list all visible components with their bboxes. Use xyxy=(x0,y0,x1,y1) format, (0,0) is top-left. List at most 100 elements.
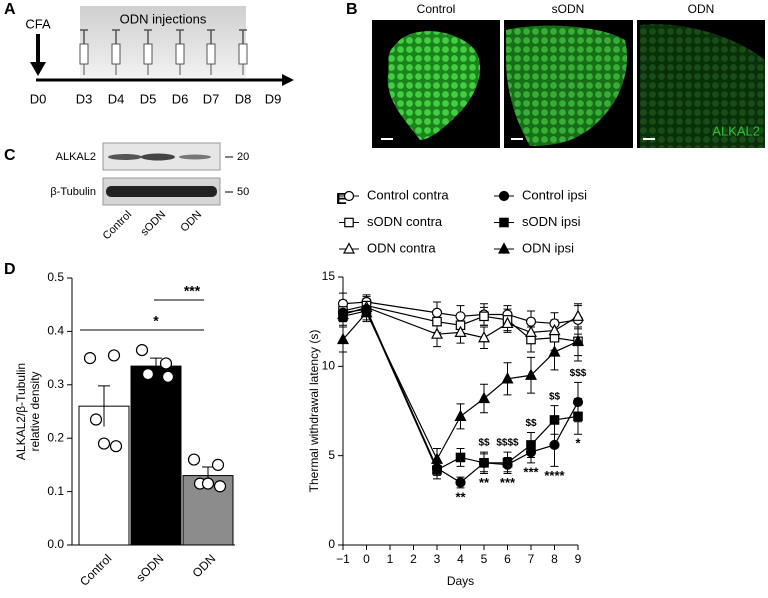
day-label: D4 xyxy=(108,91,125,106)
x-tick-label: sODN xyxy=(133,551,166,584)
panel-label: A xyxy=(4,1,16,18)
bar-chart: 0.0 0.1 0.2 0.3 0.4 0.5 ALKAL2/β-Tubulin relati… xyxy=(14,270,235,589)
data-point xyxy=(501,316,514,329)
band-label: β-Tubulin xyxy=(50,186,96,198)
x-tick-label: 8 xyxy=(551,552,558,566)
band xyxy=(106,186,217,197)
data-point xyxy=(337,332,349,345)
legend-label: sODN ipsi xyxy=(522,214,581,229)
day-label: D3 xyxy=(76,91,93,106)
x-tick-label: Control xyxy=(77,551,114,588)
data-point xyxy=(432,465,442,475)
data-point xyxy=(338,311,348,322)
band xyxy=(179,154,211,160)
tissue xyxy=(387,31,481,140)
annotation: $$$ xyxy=(570,368,587,379)
data-point xyxy=(525,368,537,380)
x-axis-label: Days xyxy=(447,574,474,588)
data-point xyxy=(454,325,467,337)
legend-label: Control contra xyxy=(367,187,449,202)
legend-marker xyxy=(498,190,510,202)
annotation: ** xyxy=(479,475,490,490)
data-point xyxy=(478,330,490,343)
day-label: D6 xyxy=(172,91,189,106)
y-tick-label: 0.0 xyxy=(47,537,64,551)
data-point xyxy=(431,452,443,464)
syringe-barrel xyxy=(143,43,153,65)
stain-label: ALKAL2 xyxy=(712,123,760,138)
y-axis-label: relative density xyxy=(28,371,42,451)
syringe-barrel xyxy=(111,43,121,65)
day-label: D8 xyxy=(235,91,252,106)
data-point xyxy=(161,370,175,383)
lane-label: Control xyxy=(101,209,135,243)
x-tick-label: 6 xyxy=(504,552,511,566)
annotation: * xyxy=(575,436,581,451)
data-point xyxy=(501,372,514,384)
x-tick-label: 0 xyxy=(363,552,370,566)
data-point xyxy=(549,439,560,451)
error-bar xyxy=(150,357,162,375)
cfa-label: CFA xyxy=(25,16,51,31)
data-point xyxy=(548,345,561,357)
data-point xyxy=(135,343,149,357)
data-point xyxy=(549,415,560,425)
data-point xyxy=(548,323,561,336)
data-point xyxy=(526,440,536,450)
day-label: D7 xyxy=(203,91,220,106)
legend-marker xyxy=(344,217,354,228)
day-labels: D0 D3 D4 D5 D6 D7 D8 D9 xyxy=(30,29,281,106)
y-tick-label: 0.1 xyxy=(47,484,64,498)
data-point xyxy=(572,396,584,408)
timeline: ODN injections CFA D0 D3 D4 D5 D6 D7 D8 D9 xyxy=(25,6,294,106)
data-point xyxy=(455,311,466,322)
legend-label: Control ipsi xyxy=(522,187,587,202)
data-point xyxy=(479,458,489,468)
data-point xyxy=(455,452,466,463)
x-tick-label: 9 xyxy=(575,552,582,566)
y-tick-label: 5 xyxy=(328,448,335,462)
significance-label: * xyxy=(153,313,159,329)
syringe-barrel xyxy=(79,43,89,65)
data-point xyxy=(201,477,215,490)
error-bar xyxy=(98,385,110,427)
data-point xyxy=(502,458,513,468)
data-point xyxy=(479,311,489,322)
annotation: **** xyxy=(544,468,565,483)
band xyxy=(108,154,142,160)
data-point xyxy=(455,477,466,488)
x-tick-label: −1 xyxy=(336,552,350,566)
y-tick-label: 15 xyxy=(322,269,336,283)
x-tick-label: 4 xyxy=(457,552,464,566)
panel-label: E xyxy=(336,191,347,208)
image-title: sODN xyxy=(552,2,585,16)
y-axis-label: Thermal withdrawal latency (s) xyxy=(307,330,321,493)
data-point xyxy=(360,305,373,318)
annotation: $$$$ xyxy=(496,438,519,449)
legend-marker xyxy=(498,242,510,254)
data-point xyxy=(525,316,537,327)
y-tick-label: 10 xyxy=(322,359,336,373)
bar xyxy=(78,405,130,546)
x-tick-label: 5 xyxy=(481,552,488,566)
annotation: *** xyxy=(523,464,539,479)
annotation: *** xyxy=(500,475,516,490)
bar xyxy=(130,365,182,546)
marker-label: 20 xyxy=(237,151,249,163)
data-point xyxy=(83,352,97,365)
x-tick-label: 3 xyxy=(434,552,441,566)
data-point xyxy=(89,413,103,426)
panel-label: C xyxy=(4,147,16,164)
annotation: $$ xyxy=(525,418,537,429)
western-blot: ALKAL2 β-Tubulin 20 50 Control sODN ODN xyxy=(50,142,249,243)
y-tick-label: 0.4 xyxy=(47,324,64,338)
marker-label: 50 xyxy=(237,186,249,198)
data-point xyxy=(97,437,111,450)
syringe-barrel xyxy=(206,43,216,65)
data-point xyxy=(211,458,225,471)
lane-label: ODN xyxy=(178,209,204,235)
data-point xyxy=(573,411,583,422)
legend-label: sODN contra xyxy=(367,214,443,229)
